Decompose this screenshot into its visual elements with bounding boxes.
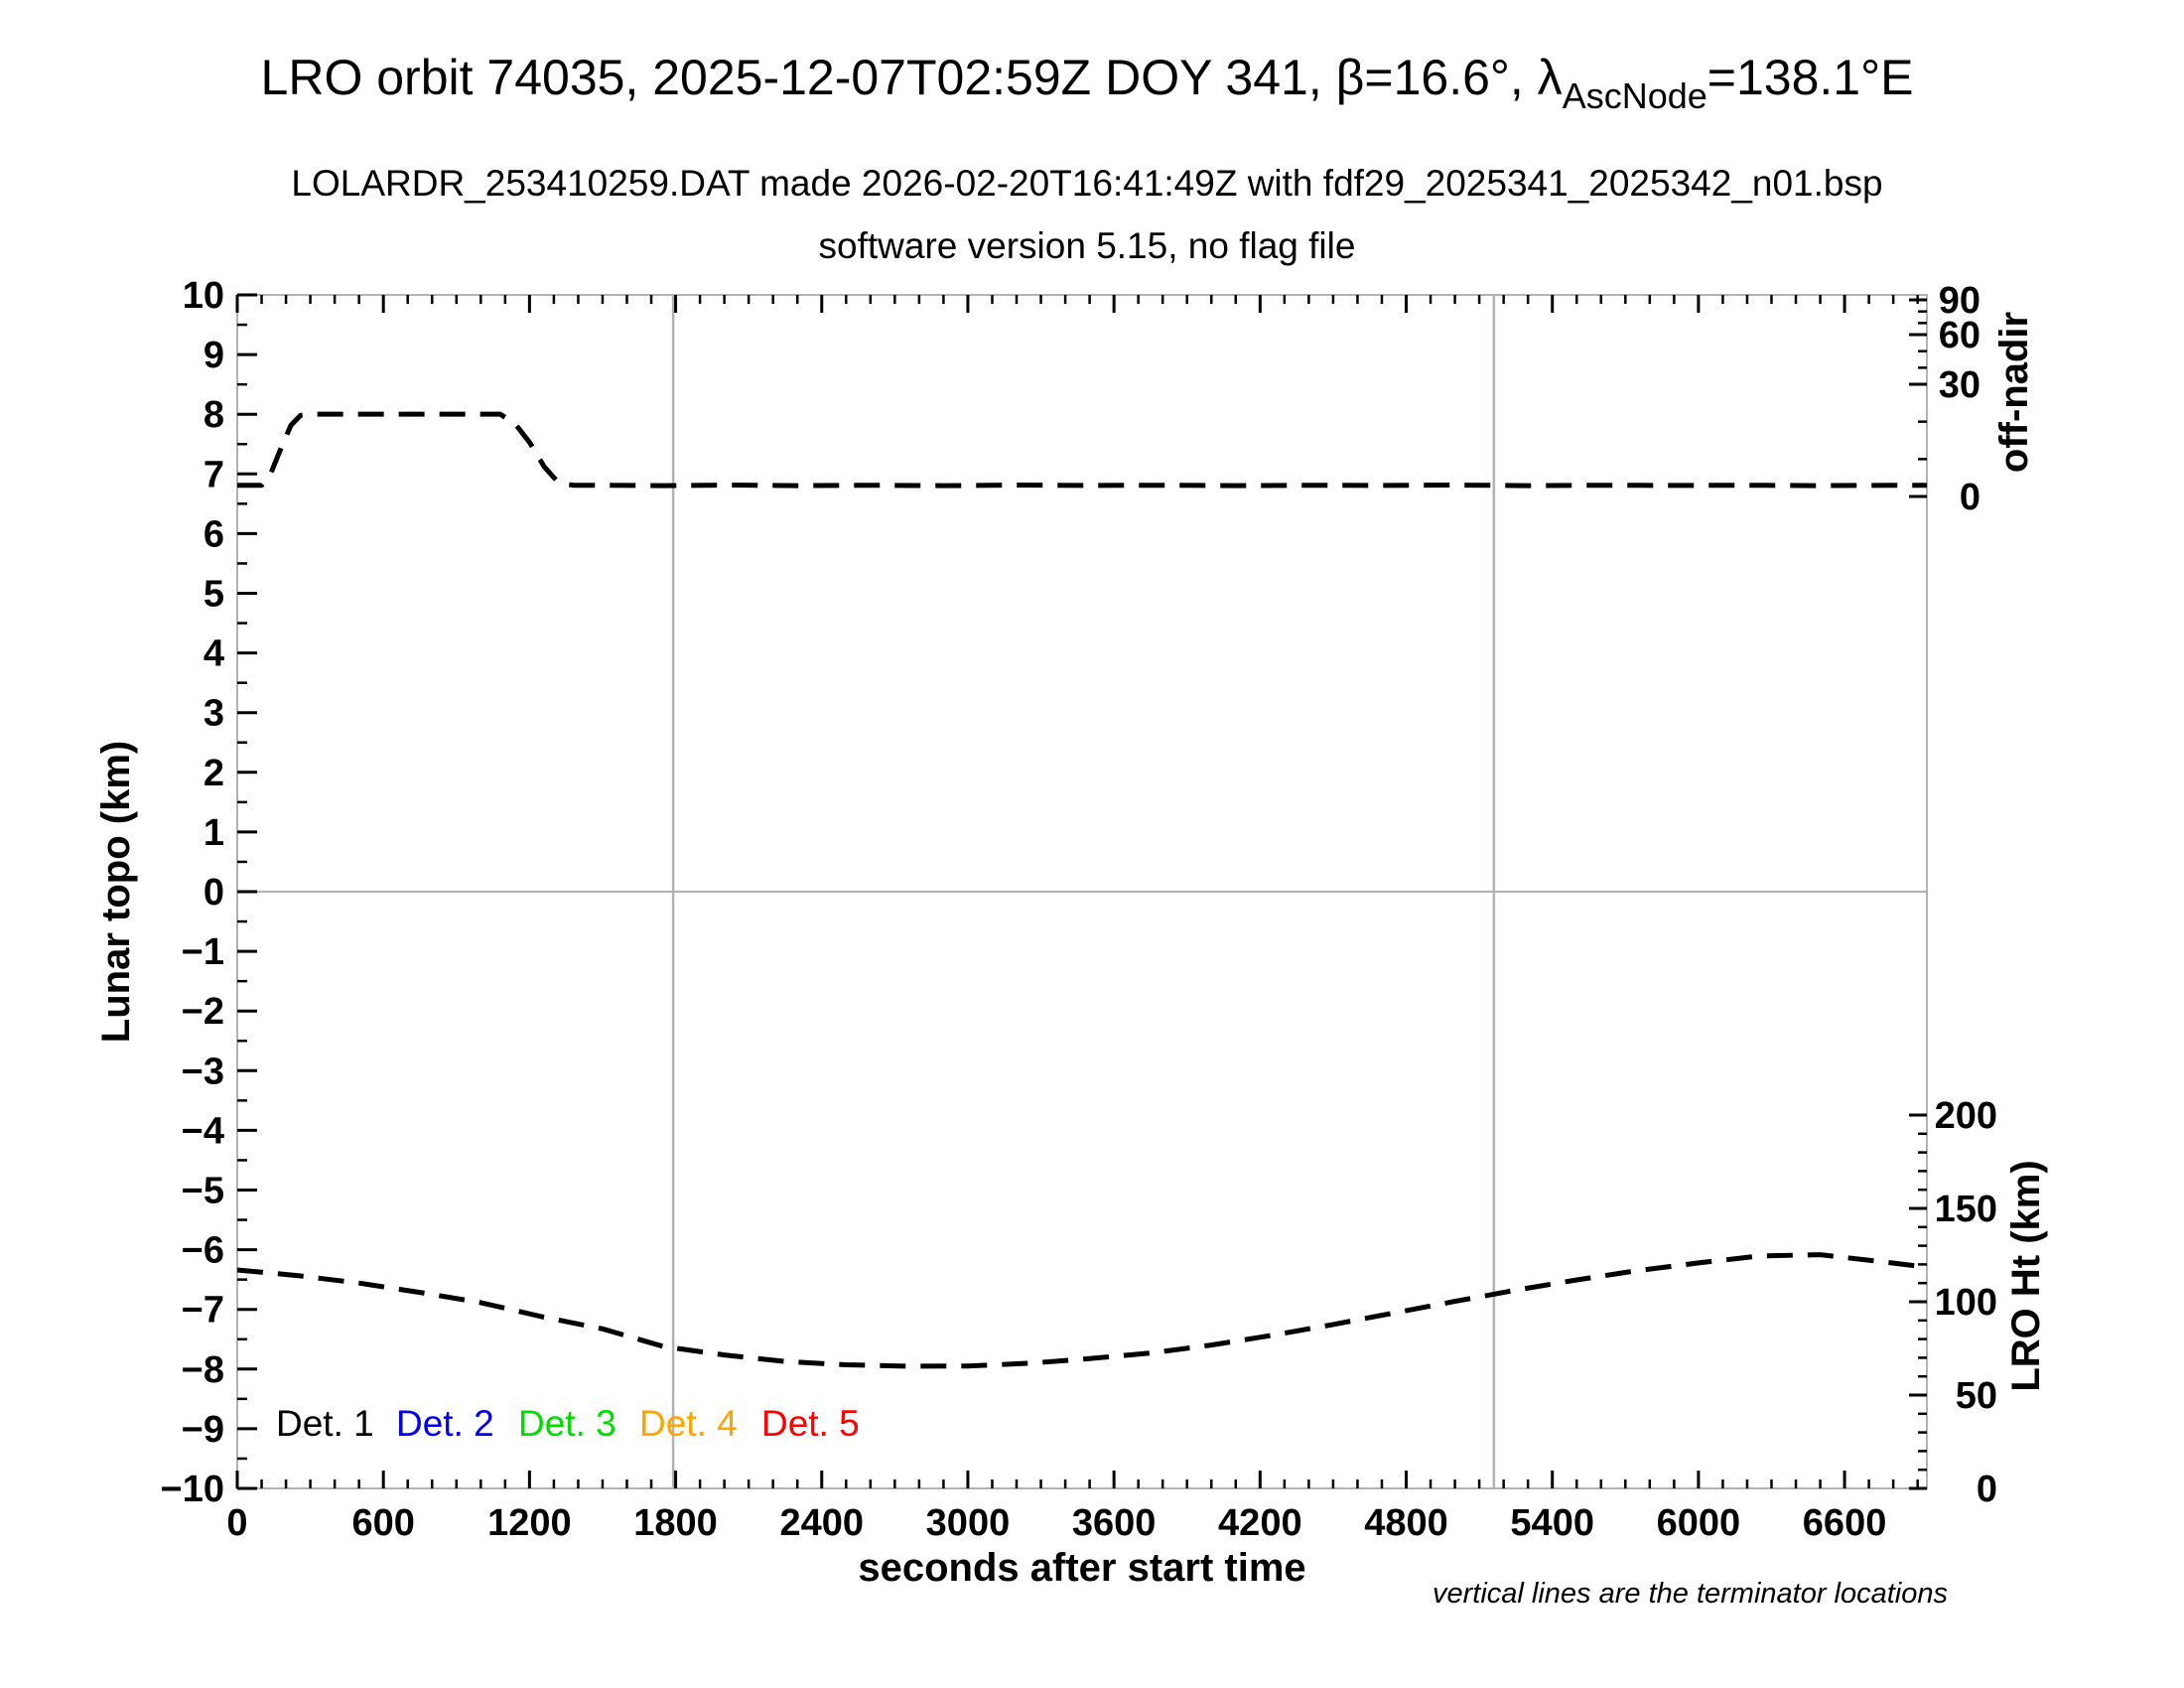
x-tick-label: 3600 — [1072, 1502, 1157, 1544]
y-left-tick-label: −8 — [182, 1349, 224, 1391]
x-tick-label: 4200 — [1218, 1502, 1302, 1544]
y-left-tick-label: −6 — [182, 1230, 224, 1272]
x-tick-label: 0 — [226, 1502, 247, 1544]
y-left-tick-label: −4 — [182, 1110, 224, 1152]
y-left-tick-label: −10 — [161, 1469, 224, 1510]
legend-det-3: Det. 3 — [518, 1403, 616, 1444]
lro-ht-tick-label: 200 — [1935, 1095, 1997, 1137]
lro-ht-tick-label: 50 — [1956, 1375, 1997, 1417]
y-left-tick-label: 7 — [204, 454, 224, 495]
y-left-tick-label: 9 — [204, 335, 224, 376]
plot-area: 0 600 1200 1800 2400 3000 3600 4200 4800 5400 6000… — [161, 275, 1997, 1544]
y-left-tick-label: 1 — [204, 812, 224, 854]
lro-height-curve — [236, 1252, 1928, 1369]
y-left-tick-label: 0 — [204, 872, 224, 914]
legend-det-1: Det. 1 — [276, 1403, 374, 1444]
footnote-terminator-note: vertical lines are the terminator locati… — [1433, 1578, 1948, 1610]
legend-det-5: Det. 5 — [761, 1403, 860, 1444]
x-tick-label: 600 — [351, 1502, 414, 1544]
y-left-tick-label: 6 — [204, 513, 224, 555]
y-left-tick-label: 3 — [204, 693, 224, 735]
chart-title: LRO orbit 74035, 2025-12-07T02:59Z DOY 3… — [261, 50, 1914, 116]
y-left-tick-label: 5 — [204, 574, 224, 616]
chart-subtitle-file: LOLARDR_253410259.DAT made 2026-02-20T16… — [291, 163, 1882, 204]
legend-det-2: Det. 2 — [396, 1403, 494, 1444]
y-left-tick-label: −5 — [182, 1171, 224, 1212]
y-left-tick-label: −1 — [182, 931, 224, 973]
y-left-tick-label: −2 — [182, 991, 224, 1033]
off-nadir-tick-label: 0 — [1960, 477, 1980, 518]
x-tick-label: 1800 — [633, 1502, 718, 1544]
y-axis-label-lro-ht: LRO Ht (km) — [2004, 1160, 2048, 1391]
y-left-tick-label: −3 — [182, 1051, 224, 1092]
x-tick-label: 4800 — [1364, 1502, 1448, 1544]
lro-ht-tick-label: 150 — [1935, 1189, 1997, 1230]
y-left-tick-label: −7 — [182, 1290, 224, 1332]
y-left-tick-label: 2 — [204, 753, 224, 794]
x-axis-label: seconds after start time — [858, 1546, 1305, 1590]
off-nadir-curve — [237, 411, 1927, 489]
x-tick-label: 6000 — [1657, 1502, 1741, 1544]
x-tick-label: 2400 — [779, 1502, 864, 1544]
legend-det-4: Det. 4 — [639, 1403, 738, 1444]
y-left-tick-label: 10 — [183, 275, 224, 317]
y-axis-label-off-nadir: off-nadir — [1992, 312, 2036, 473]
y-left-tick-label: −9 — [182, 1409, 224, 1451]
off-nadir-tick-label: 60 — [1939, 315, 1980, 356]
off-nadir-tick-label: 90 — [1939, 280, 1980, 322]
lro-ht-tick-label: 0 — [1977, 1469, 1997, 1510]
off-nadir-tick-label: 30 — [1939, 364, 1980, 406]
lro-ht-tick-label: 100 — [1935, 1282, 1997, 1324]
chart-subtitle-version: software version 5.15, no flag file — [819, 225, 1356, 266]
x-tick-label: 5400 — [1510, 1502, 1594, 1544]
y-left-tick-label: 8 — [204, 394, 224, 436]
x-tick-label: 6600 — [1803, 1502, 1887, 1544]
x-tick-label: 3000 — [926, 1502, 1011, 1544]
y-left-tick-label: 4 — [204, 633, 224, 675]
y-axis-label-lunar-topo: Lunar topo (km) — [94, 741, 138, 1043]
detector-legend: Det. 1 Det. 2 Det. 3 Det. 4 Det. 5 — [276, 1403, 860, 1444]
x-tick-label: 1200 — [487, 1502, 572, 1544]
